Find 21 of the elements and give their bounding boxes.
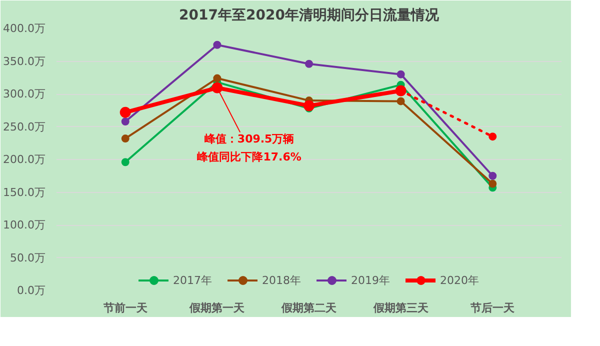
y-tick-label: 50.0万 [10, 251, 46, 264]
x-tick-label: 假期第三天 [372, 302, 430, 314]
x-tick-label: 假期第一天 [188, 302, 246, 314]
legend-label: 2020年 [440, 272, 479, 288]
y-tick-label: 300.0万 [3, 88, 46, 100]
y-tick-label: 400.0万 [3, 22, 46, 35]
chart-title: 2017年至2020年清明期间分日流量情况 [179, 6, 440, 24]
y-tick-label: 200.0万 [3, 153, 46, 166]
y-tick-label: 100.0万 [3, 218, 46, 232]
y-tick-label: 150.0万 [3, 186, 46, 199]
y-tick-label: 250.0万 [3, 120, 46, 134]
legend-label: 2017年 [173, 272, 212, 288]
x-tick-label: 节前一天 [102, 302, 148, 314]
x-tick-label: 节后一天 [470, 302, 516, 314]
legend-label: 2019年 [351, 272, 390, 288]
y-tick-label: 350.0万 [3, 54, 46, 68]
y-tick-label: 0.0万 [17, 284, 46, 297]
x-tick-label: 假期第二天 [280, 302, 338, 314]
annotation: 峰值同比下降17.6% [197, 150, 302, 164]
annotation: 峰值：309.5万辆 [204, 132, 294, 146]
legend-label: 2018年 [262, 272, 301, 288]
